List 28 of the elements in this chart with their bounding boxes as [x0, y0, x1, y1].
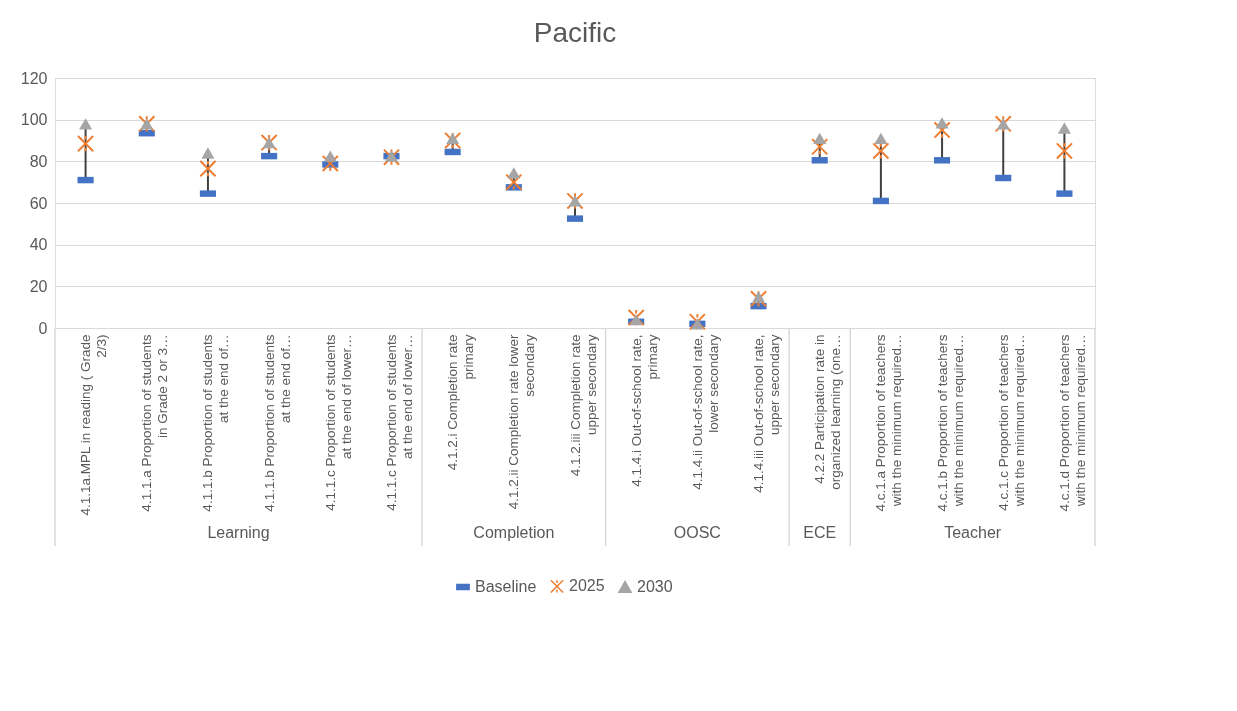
text: Teacher — [944, 524, 1002, 541]
x-tick-label: 4.2.2 Participation rate in organized learning (one… — [812, 334, 844, 490]
x-tick-label: 4.c.1.b Proportion of teachers with the minimum required… — [934, 334, 966, 512]
x-tick-label: 4.1.1.c Proportion of students at the end of lower… — [322, 334, 354, 511]
y-tick-label: 60 — [29, 194, 48, 212]
x-tick-label: 4.c.1.d Proportion of teachers with the minimum required… — [1056, 334, 1088, 512]
legend-label: 2030 — [637, 577, 673, 595]
x-tick-label: 4.c.1.a Proportion of teachers with the minimum required… — [873, 334, 905, 512]
y-tick-label: 120 — [20, 69, 48, 87]
x-tick-label: 4.1.1.b Proportion of students at the end of… — [261, 334, 293, 512]
x-tick-label: 4.c.1.c Proportion of teachers with the minimum required… — [995, 334, 1027, 511]
y-tick-label: 80 — [29, 152, 48, 170]
legend-label: 2025 — [569, 577, 605, 595]
x-tick-label: 4.1.1.c Proportion of students at the end of lower… — [383, 334, 415, 511]
x-tick-label: 4.1.1.b Proportion of students at the end of… — [200, 334, 232, 512]
x-tick-label: 4.1.2.i Completion rate primary — [445, 334, 477, 471]
y-tick-label: 40 — [29, 236, 48, 254]
text: ECE — [803, 524, 837, 541]
x-tick-label: 4.1.1a.MPL in reading ( Grade 2/3) — [78, 334, 110, 516]
text: OOSC — [673, 524, 721, 541]
text: Learning — [207, 524, 270, 541]
x-tick-label: 4.1.1.a Proportion of students in Grade 2 or 3… — [139, 334, 171, 512]
y-tick-label: 0 — [38, 319, 48, 337]
legend-label: Baseline — [475, 578, 537, 595]
chart-title: Pacific — [533, 17, 617, 48]
y-tick-label: 20 — [29, 277, 48, 295]
y-tick-label: 100 — [20, 111, 48, 129]
text: Completion — [473, 524, 555, 541]
